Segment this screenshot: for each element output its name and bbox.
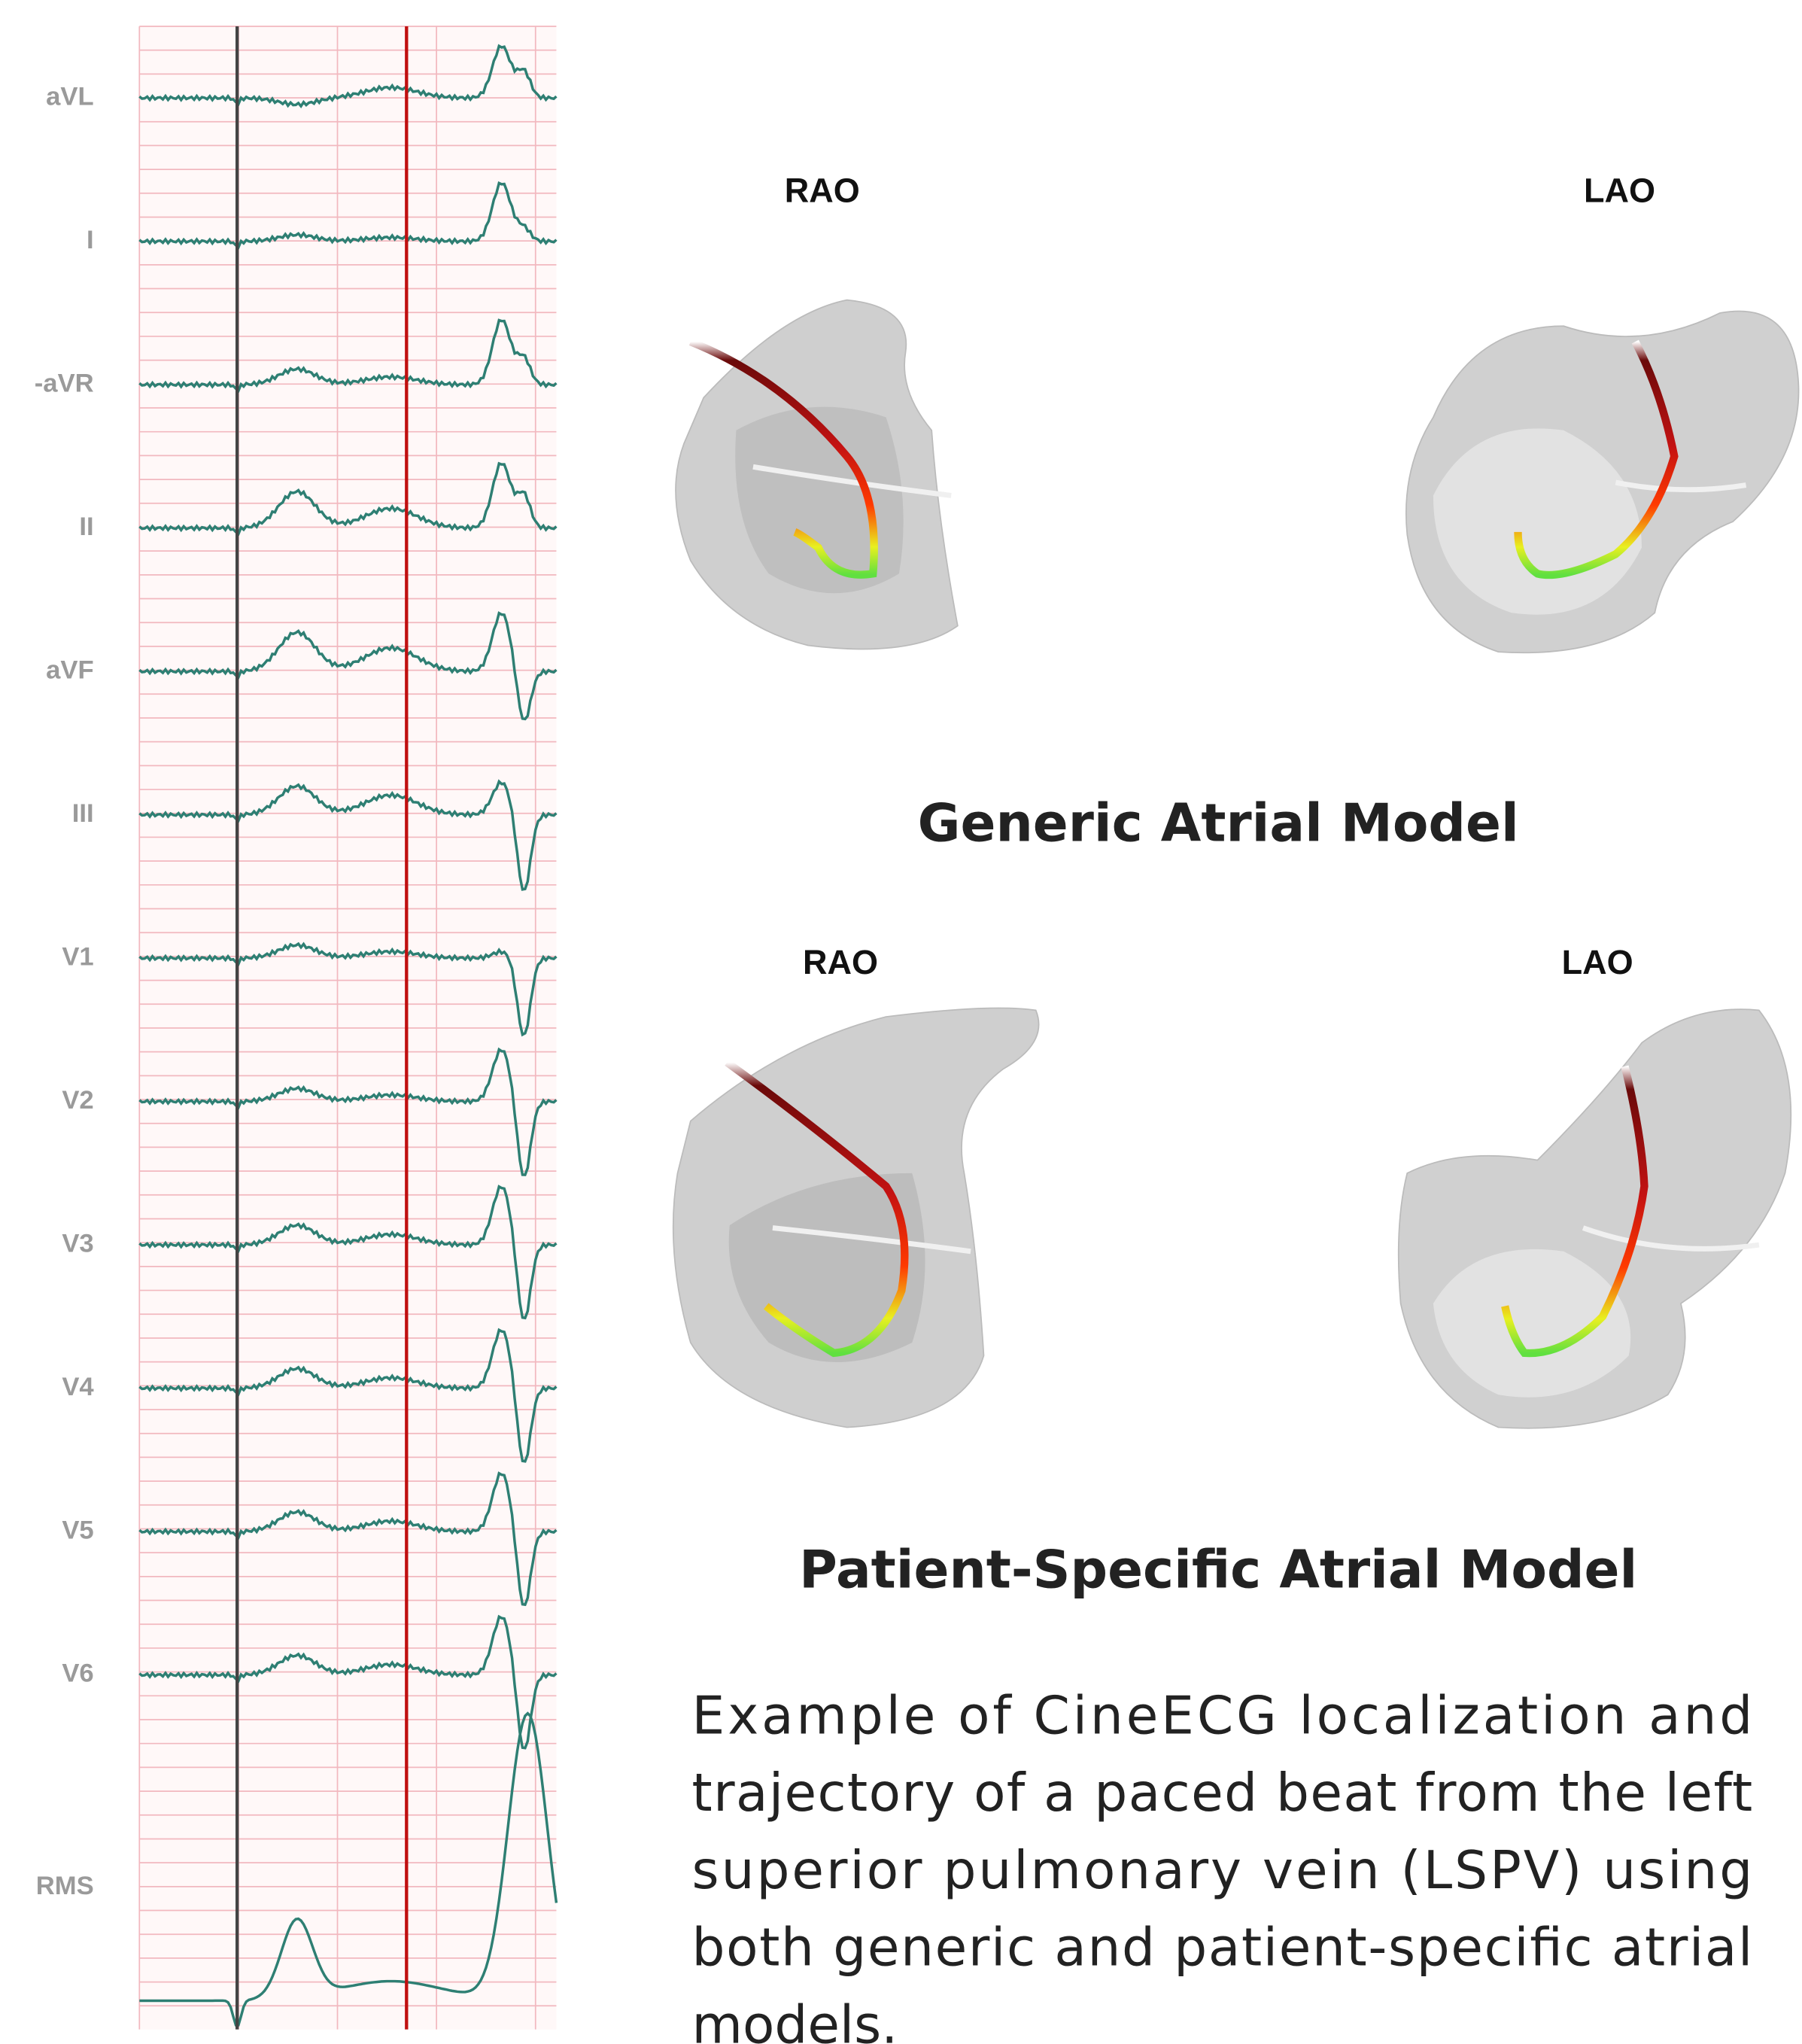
lead-label: aVF: [46, 655, 94, 684]
panel-title: Generic Atrial Model: [918, 793, 1519, 853]
view-label: RAO: [803, 943, 878, 981]
caption-line: trajectory of a paced beat from the left: [692, 1763, 1753, 1823]
lead-label: -aVR: [35, 369, 94, 397]
lead-label: V6: [62, 1659, 93, 1688]
figure: aVLI-aVRIIaVFIIIV1V2V3V4V5V6RMS RAO LAO …: [0, 0, 1802, 2044]
lead-label: V5: [62, 1516, 93, 1544]
atrial-model: [1406, 311, 1799, 652]
panel-title: Patient-Specific Atrial Model: [799, 1541, 1637, 1601]
lead-label: aVL: [46, 82, 94, 111]
atrial-model: [676, 300, 958, 649]
caption-line: Example of CineECG localization and: [692, 1687, 1753, 1747]
view-label: LAO: [1584, 172, 1655, 210]
lead-label: RMS: [36, 1872, 94, 1900]
caption: Example of CineECG localization and traje…: [692, 1687, 1753, 2044]
lead-label: I: [87, 226, 94, 254]
lead-label: V2: [62, 1086, 93, 1115]
lead-label: V4: [62, 1373, 94, 1401]
lead-label: V3: [62, 1229, 93, 1258]
view-label: RAO: [785, 172, 860, 210]
lead-labels: aVL I -aVR II aVF III V1 V2 V3 V4 V5 V6 RMS: [35, 82, 95, 1900]
caption-line: models.: [692, 1995, 898, 2044]
caption-line: both generic and patient-specific atrial: [692, 1918, 1753, 1979]
caption-line: superior pulmonary vein (LSPV) using: [692, 1841, 1753, 1901]
lead-label: V1: [62, 942, 93, 971]
lead-label: III: [72, 799, 94, 828]
page: aVLI-aVRIIaVFIIIV1V2V3V4V5V6RMS RAO LAO …: [0, 0, 1802, 2044]
atrial-model: [673, 1008, 1039, 1428]
atrial-model: [1399, 1009, 1791, 1428]
view-label: LAO: [1562, 943, 1633, 981]
lead-label: II: [79, 513, 93, 541]
